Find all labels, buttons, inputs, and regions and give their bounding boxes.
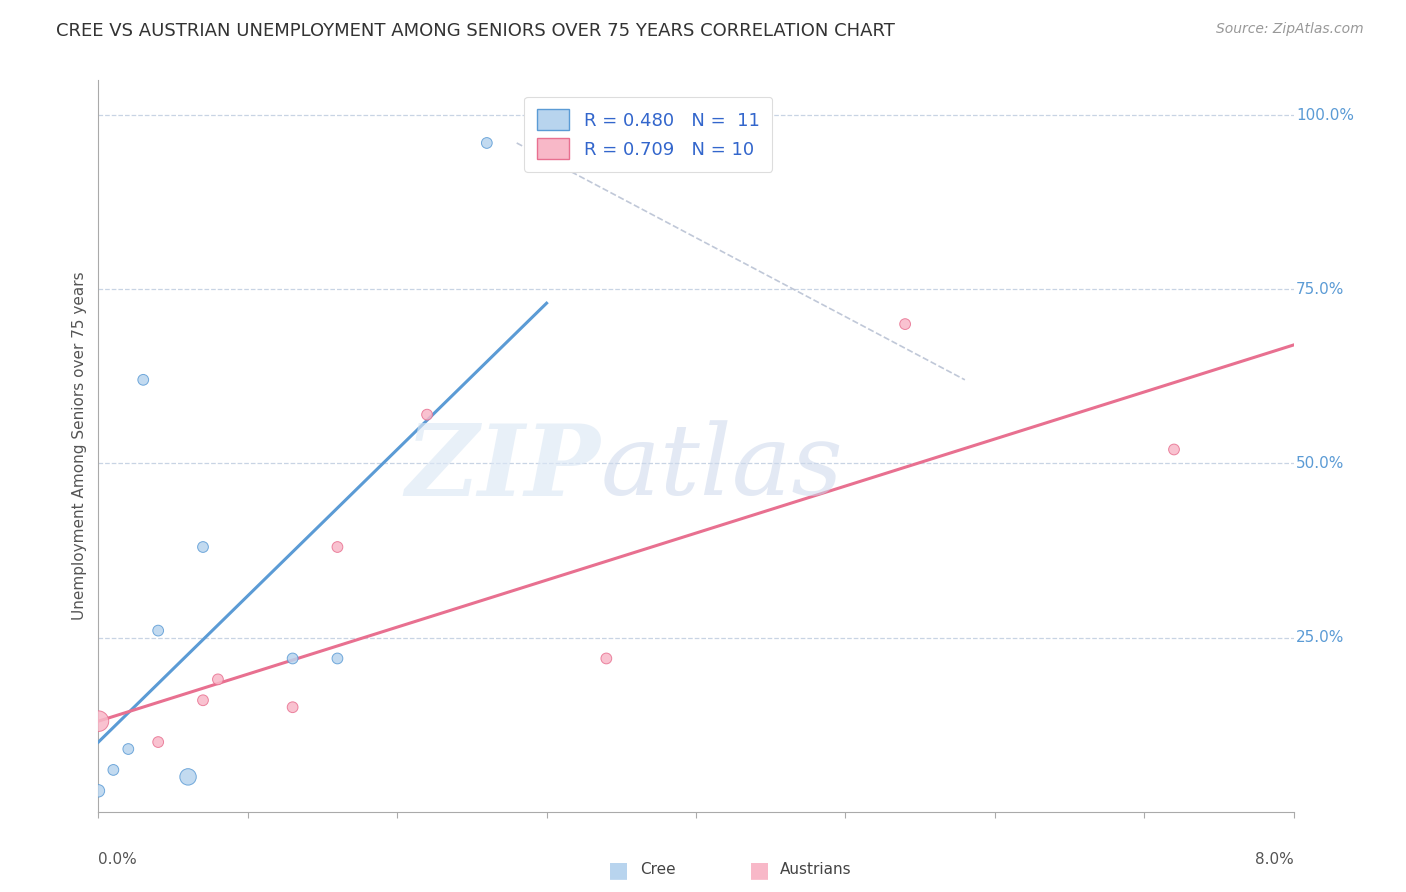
Text: atlas: atlas [600,420,844,516]
Legend: R = 0.480   N =  11, R = 0.709   N = 10: R = 0.480 N = 11, R = 0.709 N = 10 [524,96,772,172]
Point [326,540,349,554]
Text: ■: ■ [749,860,769,880]
Point [87,714,110,728]
Point [103,763,125,777]
Point [595,651,617,665]
Point [1163,442,1185,457]
Text: 0.0%: 0.0% [98,852,138,867]
Point [894,317,917,331]
Point [281,651,304,665]
Point [475,136,498,150]
Point [177,770,200,784]
Point [117,742,139,756]
Point [148,735,170,749]
Text: Source: ZipAtlas.com: Source: ZipAtlas.com [1216,22,1364,37]
Text: CREE VS AUSTRIAN UNEMPLOYMENT AMONG SENIORS OVER 75 YEARS CORRELATION CHART: CREE VS AUSTRIAN UNEMPLOYMENT AMONG SENI… [56,22,896,40]
Point [191,693,214,707]
Point [326,651,349,665]
Point [191,540,214,554]
Text: 100.0%: 100.0% [1296,108,1354,122]
Point [207,673,229,687]
Text: 75.0%: 75.0% [1296,282,1344,297]
Point [87,784,110,798]
Text: ■: ■ [609,860,628,880]
Point [132,373,155,387]
Text: 8.0%: 8.0% [1254,852,1294,867]
Point [148,624,170,638]
Y-axis label: Unemployment Among Seniors over 75 years: Unemployment Among Seniors over 75 years [72,272,87,620]
Text: ZIP: ZIP [405,420,600,516]
Text: 25.0%: 25.0% [1296,630,1344,645]
Point [416,408,439,422]
Text: 50.0%: 50.0% [1296,456,1344,471]
Point [281,700,304,714]
Text: Austrians: Austrians [780,863,852,877]
Text: Cree: Cree [640,863,675,877]
Point [640,136,662,150]
